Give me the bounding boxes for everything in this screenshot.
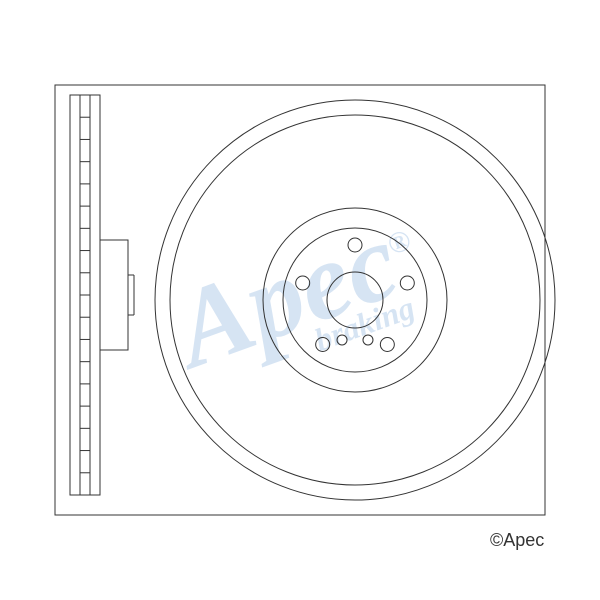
diagram-canvas: Apec® braking ©Apec (0, 0, 600, 600)
technical-drawing-svg (0, 0, 600, 600)
copyright-text: ©Apec (490, 530, 544, 551)
